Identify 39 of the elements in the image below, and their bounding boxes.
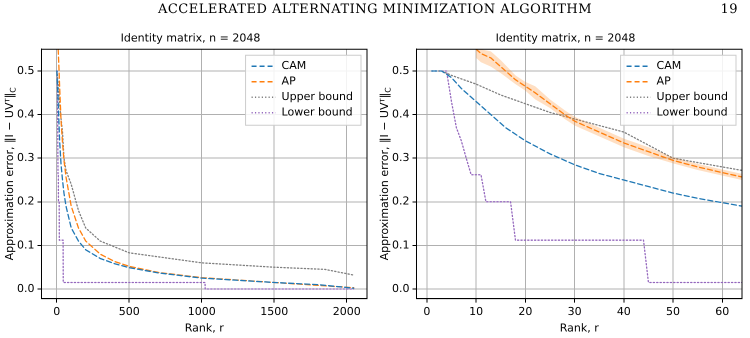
y-tick-label: 0.1	[392, 238, 410, 252]
y-tick-label: 0.3	[16, 151, 34, 164]
legend-label: Upper bound	[282, 90, 354, 104]
legend-label: CAM	[656, 59, 682, 72]
text: 19	[720, 2, 738, 17]
x-tick-label: 500	[118, 305, 140, 318]
x-tick-label: 10	[469, 305, 484, 318]
y-tick-label: 0.4	[16, 107, 34, 120]
legend-label: Upper bound	[656, 90, 728, 104]
x-tick-label: 0	[423, 305, 430, 318]
x-tick-label: 60	[715, 305, 730, 318]
x-tick-label: 1500	[260, 305, 288, 318]
y-tick-label: 0.5	[16, 64, 34, 77]
x-tick-label: 1000	[188, 305, 216, 318]
x-tick-label: 40	[616, 305, 631, 318]
y-tick-label: 0.4	[392, 107, 410, 120]
x-tick-label: 50	[666, 305, 680, 318]
y-tick-label: 0.3	[392, 151, 410, 164]
y-tick-label: 0.5	[392, 64, 410, 77]
y-tick-label: 0.1	[16, 238, 34, 252]
chart-title: Identity matrix, n = 2048	[496, 31, 636, 44]
y-tick-label: 0.2	[16, 194, 34, 208]
y-tick-label: 0.2	[392, 194, 410, 208]
x-axis-title: Rank, r	[184, 321, 224, 334]
line-series	[431, 70, 742, 207]
legend-label: AP	[282, 74, 296, 88]
legend-label: CAM	[282, 59, 306, 72]
x-tick-label: 30	[568, 305, 582, 318]
x-tick-label: 2000	[332, 305, 361, 318]
legend-label: Lower bound	[656, 106, 728, 119]
y-tick-label: 0.0	[16, 282, 34, 295]
legend-label: AP	[656, 74, 672, 88]
chart-title: Identity matrix, n = 2048	[120, 31, 260, 44]
text: ACCELERATED ALTERNATING MINIMIZATION ALGORITHM	[158, 2, 592, 17]
y-tick-label: 0.0	[392, 282, 410, 295]
x-tick-label: 0	[53, 305, 60, 318]
x-axis-title: Rank, r	[560, 321, 600, 334]
legend-label: Lower bound	[282, 106, 353, 119]
x-tick-label: 20	[518, 305, 532, 318]
